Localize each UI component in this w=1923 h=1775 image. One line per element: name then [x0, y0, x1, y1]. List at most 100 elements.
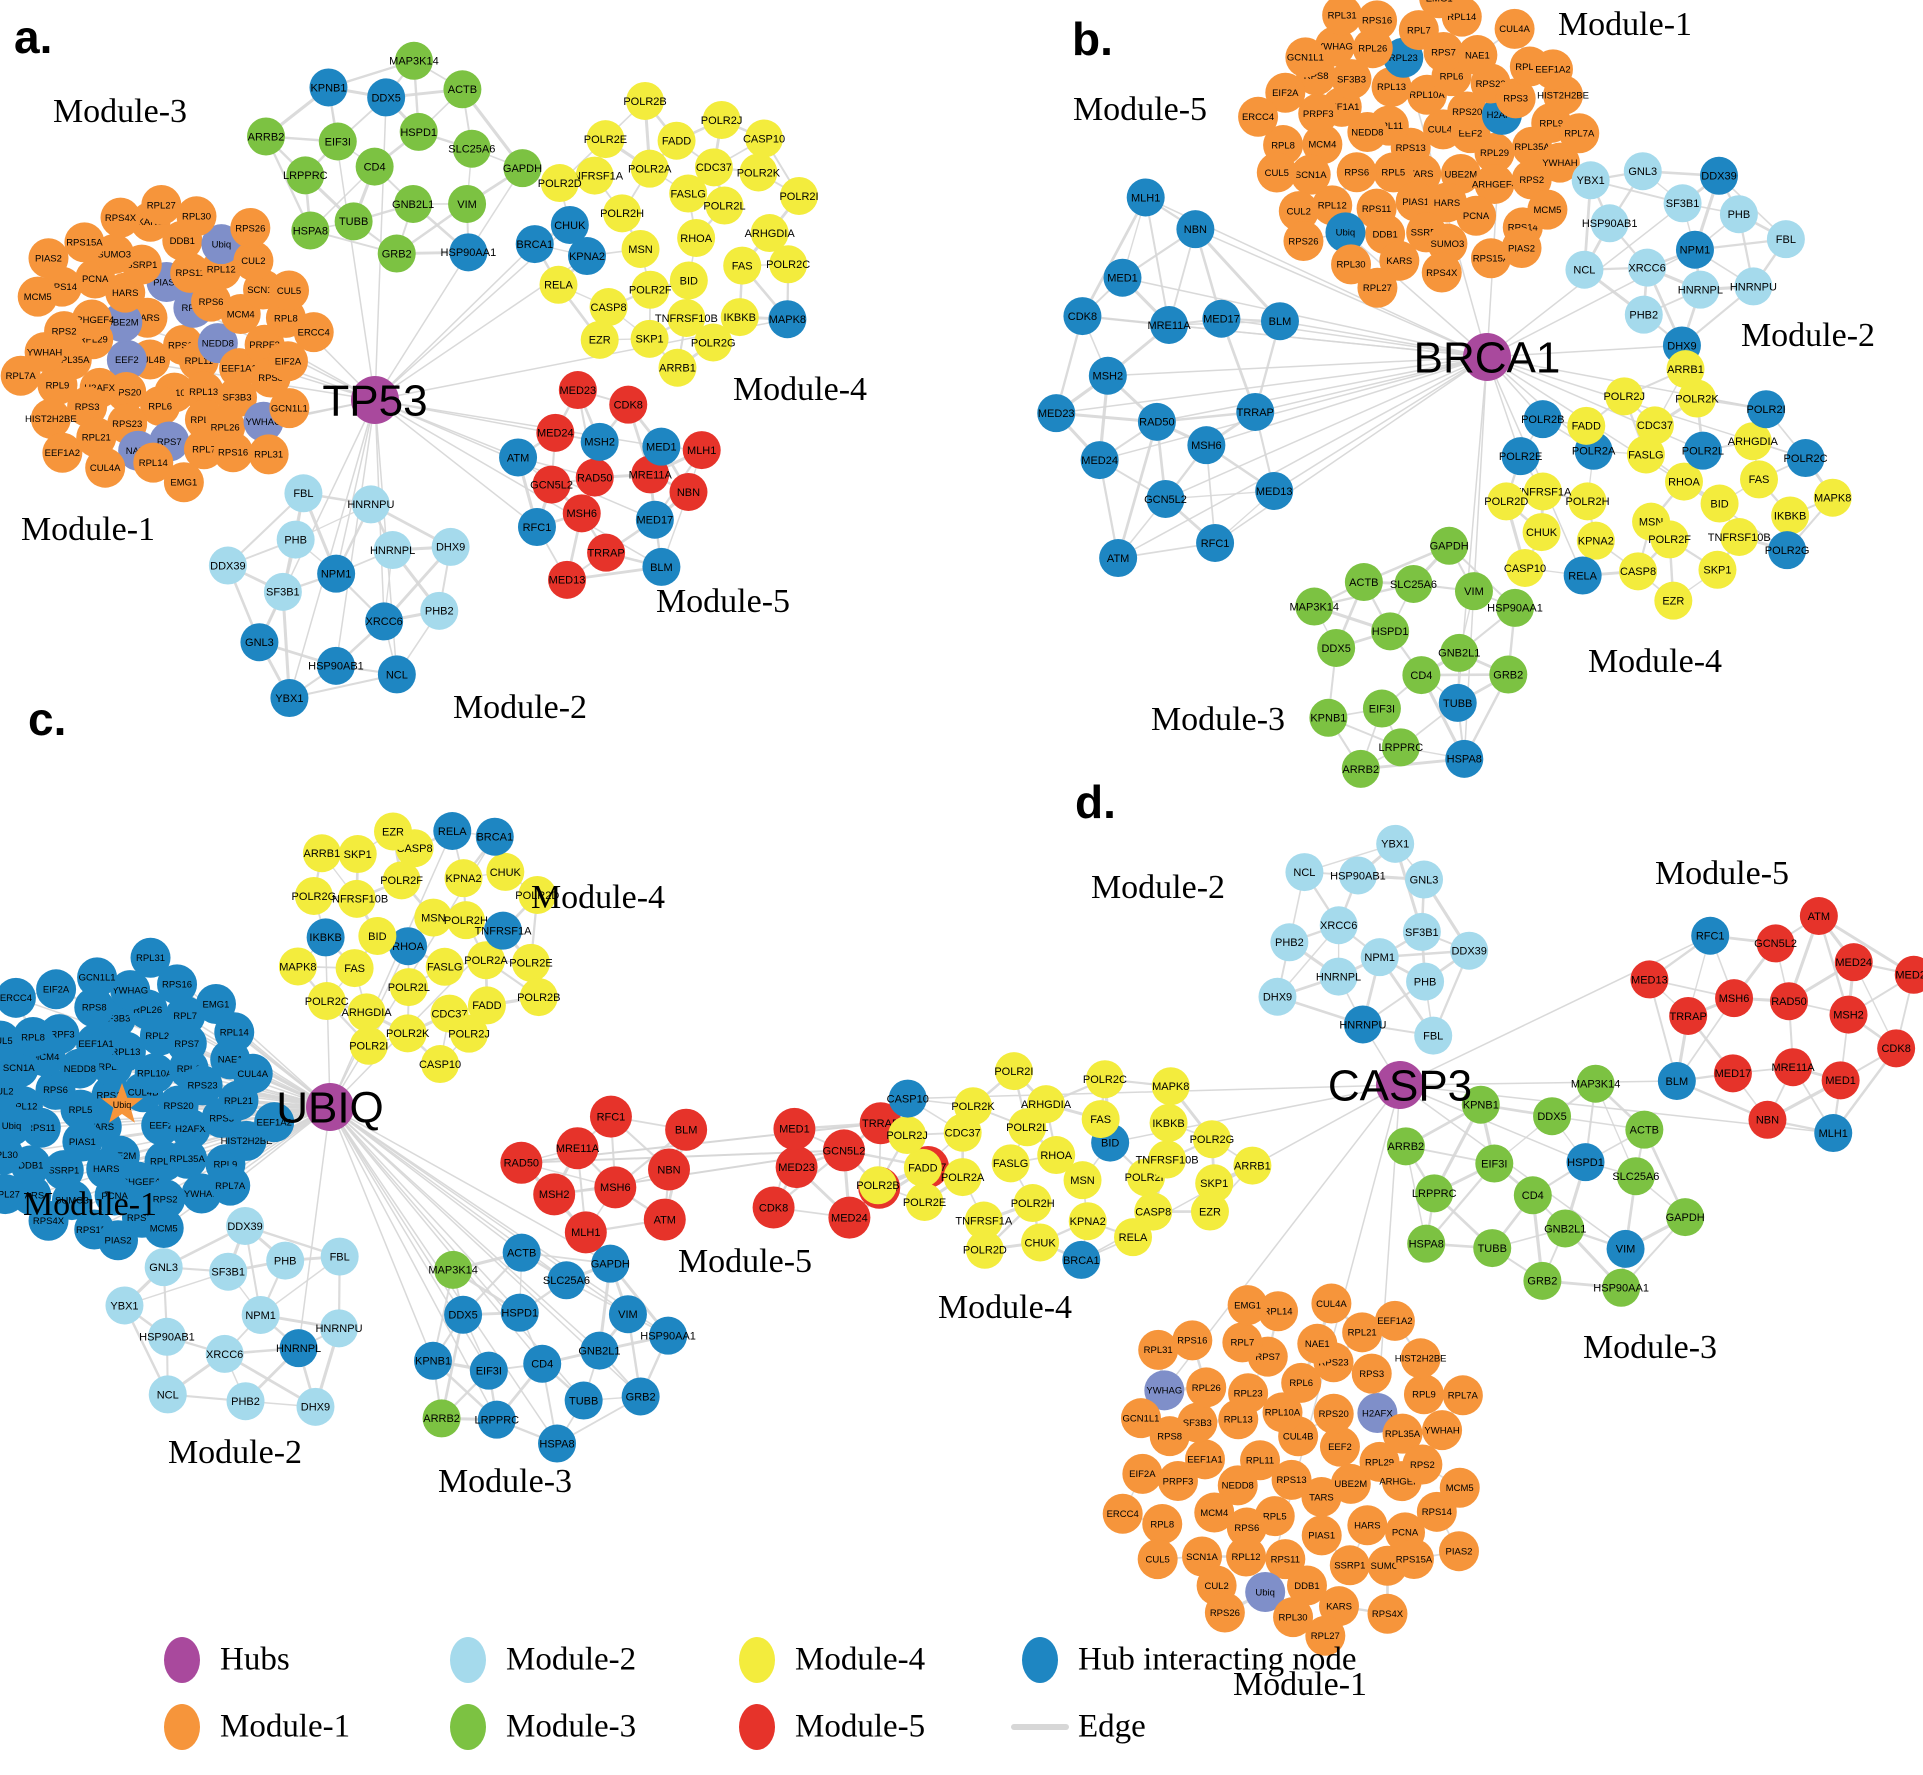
node-nae1[interactable] [1297, 1323, 1338, 1364]
node-phb[interactable] [1719, 195, 1758, 234]
node-gnl3[interactable] [240, 623, 279, 662]
node-rpl9[interactable] [37, 365, 78, 406]
node-sf3b1[interactable] [263, 572, 302, 611]
node-hspd1[interactable] [1371, 612, 1410, 651]
node-tnfrsf1a[interactable] [1523, 472, 1562, 511]
node-tubb[interactable] [1438, 683, 1477, 722]
node-ncl[interactable] [1285, 853, 1324, 892]
node-tnfrsf1a[interactable] [483, 911, 522, 950]
node-polr2k[interactable] [954, 1087, 993, 1126]
node-kpnb1[interactable] [309, 68, 348, 107]
node-prpf3[interactable] [1157, 1461, 1198, 1502]
node-hspd1[interactable] [500, 1293, 539, 1332]
node-hspa8[interactable] [538, 1424, 577, 1463]
node-ikbkb[interactable] [1149, 1103, 1188, 1142]
node-blm[interactable] [665, 1108, 708, 1151]
node-skp1[interactable] [1195, 1164, 1234, 1203]
node-eif3i[interactable] [469, 1351, 508, 1390]
node-rpl10a[interactable] [1262, 1392, 1303, 1433]
node-polr2e[interactable] [511, 943, 550, 982]
node-polr2f[interactable] [382, 861, 421, 900]
node-rpl8[interactable] [13, 1016, 54, 1057]
node-polr2j[interactable] [450, 1014, 489, 1053]
node-rpl10a[interactable] [134, 1053, 175, 1094]
node-rad50[interactable] [500, 1141, 543, 1184]
node-msn[interactable] [621, 229, 660, 268]
node-rps16[interactable] [213, 432, 254, 473]
node-rpl27[interactable] [141, 184, 182, 225]
node-ssrp1[interactable] [43, 1150, 84, 1191]
node-rpl30[interactable] [1273, 1597, 1314, 1638]
node-sf3b1[interactable] [1663, 184, 1702, 223]
node-mcm5[interactable] [1527, 189, 1568, 230]
node-casp10[interactable] [745, 119, 784, 158]
node-pias1[interactable] [1395, 181, 1436, 222]
node-polr2e[interactable] [905, 1182, 944, 1221]
node-eef1a1[interactable] [1184, 1439, 1225, 1480]
node-ercc4[interactable] [293, 312, 334, 353]
node-rps26[interactable] [1283, 220, 1324, 261]
node-polr2e[interactable] [1501, 437, 1540, 476]
node-casp8[interactable] [1619, 552, 1658, 591]
node-ywhah[interactable] [1422, 1410, 1463, 1451]
node-hnrnpu[interactable] [1343, 1005, 1382, 1044]
node-cul2[interactable] [0, 1071, 22, 1112]
node-npm1[interactable] [1360, 938, 1399, 977]
node-rps20[interactable] [1447, 91, 1488, 132]
node-rpl6[interactable] [140, 385, 181, 426]
node-rps13[interactable] [1271, 1459, 1312, 1500]
node-rpl31[interactable] [1322, 0, 1363, 36]
node-polr2k[interactable] [739, 153, 778, 192]
node-atm[interactable] [499, 438, 538, 477]
node-rpl35a[interactable] [167, 1138, 208, 1179]
node-gnl3[interactable] [1405, 860, 1444, 899]
node-fbl[interactable] [1766, 220, 1805, 259]
node-npm1[interactable] [317, 554, 356, 593]
node-rps16[interactable] [1357, 0, 1398, 41]
node-eif3i[interactable] [1362, 689, 1401, 728]
node-ssrp1[interactable] [1329, 1545, 1370, 1586]
node-ercc4[interactable] [0, 977, 36, 1018]
node-rps15a[interactable] [64, 222, 105, 263]
node-rhoa[interactable] [677, 218, 716, 257]
node-rfc1[interactable] [589, 1095, 632, 1138]
node-msh6[interactable] [562, 494, 601, 533]
node-actb[interactable] [443, 70, 482, 109]
node-hsp90ab1[interactable] [1590, 204, 1629, 243]
node-ddx5[interactable] [1533, 1097, 1572, 1136]
node-ikbkb[interactable] [306, 918, 345, 957]
node-rpl30[interactable] [1331, 244, 1372, 285]
node-emg1[interactable] [195, 984, 236, 1025]
node-msh2[interactable] [533, 1173, 576, 1216]
node-hsp90ab1[interactable] [1338, 856, 1377, 895]
node-pias2[interactable] [28, 238, 69, 279]
node-nbn[interactable] [1176, 210, 1215, 249]
node-rpl7a[interactable] [1442, 1375, 1483, 1416]
node-med24[interactable] [536, 413, 575, 452]
node-msh2[interactable] [1088, 356, 1127, 395]
node-rela[interactable] [1114, 1218, 1153, 1257]
node-mapk8[interactable] [1151, 1067, 1190, 1106]
node-arhgdia[interactable] [750, 214, 789, 253]
node-polr2i[interactable] [349, 1026, 388, 1065]
node-mcm4[interactable] [1302, 124, 1343, 165]
node-xrcc6[interactable] [1628, 248, 1667, 287]
node-polr2d[interactable] [540, 164, 579, 203]
node-tubb[interactable] [1473, 1229, 1512, 1268]
node-atm[interactable] [643, 1198, 686, 1241]
node-pcna[interactable] [94, 1175, 135, 1216]
node-nedd8[interactable] [1347, 112, 1388, 153]
node-polr2g[interactable] [1192, 1120, 1231, 1159]
node-med13[interactable] [1255, 471, 1294, 510]
node-nbn[interactable] [1748, 1100, 1787, 1139]
node-tnfrsf10b[interactable] [1720, 517, 1759, 556]
node-mre11a[interactable] [556, 1127, 599, 1170]
node-phb[interactable] [1406, 962, 1445, 1001]
node-cul5[interactable] [0, 1020, 21, 1061]
node-gcn5l2[interactable] [1146, 479, 1185, 518]
node-ezr[interactable] [1654, 581, 1693, 620]
node-pias2[interactable] [1501, 227, 1542, 268]
node-faslg[interactable] [1626, 435, 1665, 474]
node-rpl13[interactable] [183, 371, 224, 412]
node-rps4x[interactable] [1421, 252, 1462, 293]
